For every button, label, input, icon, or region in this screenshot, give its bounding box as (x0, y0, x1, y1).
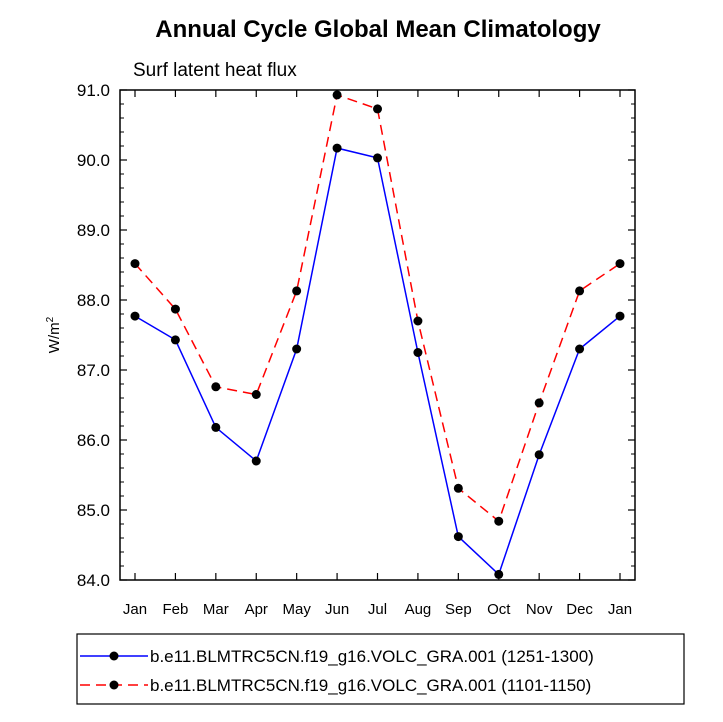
data-point (494, 569, 504, 579)
y-tick-label: 87.0 (77, 361, 110, 380)
data-point (332, 143, 342, 153)
x-tick-label: Mar (203, 601, 229, 618)
x-tick-label: Oct (487, 601, 511, 618)
y-axis-label-superscript: 2 (45, 316, 56, 322)
series-line-0 (134, 147, 621, 576)
data-point (453, 483, 463, 493)
data-point (211, 382, 221, 392)
data-point (534, 450, 544, 460)
y-tick-label: 86.0 (77, 431, 110, 450)
data-point (575, 344, 585, 354)
x-tick-label: Dec (566, 601, 593, 618)
y-axis-label: W/m2 (45, 316, 63, 353)
legend-box (76, 633, 685, 705)
legend-marker (109, 680, 119, 690)
y-tick-label: 90.0 (77, 151, 110, 170)
data-point (615, 311, 625, 321)
data-point (170, 335, 180, 345)
legend-marker (109, 651, 119, 661)
legend-label-1: b.e11.BLMTRC5CN.f19_g16.VOLC_GRA.001 (11… (150, 676, 591, 695)
x-tick-label: Sep (445, 601, 472, 618)
data-point (615, 259, 625, 269)
x-tick-label: Apr (245, 601, 268, 618)
y-tick-label: 88.0 (77, 291, 110, 310)
plot-frame (119, 89, 636, 581)
y-tick-label: 89.0 (77, 221, 110, 240)
x-tick-label: Jan (608, 601, 632, 618)
data-point (453, 532, 463, 542)
data-point (373, 153, 382, 163)
x-tick-label: Jun (325, 601, 349, 618)
x-tick-label: Jan (123, 601, 147, 618)
data-point (170, 304, 180, 314)
legend-label-0: b.e11.BLMTRC5CN.f19_g16.VOLC_GRA.001 (12… (150, 647, 594, 666)
y-tick-label: 85.0 (77, 501, 110, 520)
data-point (373, 104, 382, 114)
data-point (292, 286, 302, 296)
data-point (251, 456, 261, 466)
y-tick-label: 91.0 (77, 81, 110, 100)
x-tick-label: Nov (526, 601, 553, 618)
data-point (575, 286, 585, 296)
data-point (211, 422, 221, 432)
data-point (534, 398, 544, 408)
data-point (413, 348, 423, 357)
chart-title: Annual Cycle Global Mean Climatology (155, 16, 601, 43)
chart-subtitle: Surf latent heat flux (133, 60, 297, 81)
data-point (292, 344, 302, 354)
y-tick-label: 84.0 (77, 571, 110, 590)
x-tick-label: Feb (162, 601, 188, 618)
y-axis-label-text: W/m (46, 322, 63, 353)
x-tick-label: Jul (368, 601, 387, 618)
x-tick-label: Aug (405, 601, 432, 618)
data-point (332, 90, 342, 100)
data-point (130, 259, 140, 269)
data-point (251, 390, 261, 399)
data-point (413, 316, 423, 326)
x-tick-label: May (282, 601, 311, 618)
svg-text:W/m2: W/m2 (45, 316, 63, 353)
data-point (130, 311, 140, 321)
data-point (494, 516, 504, 526)
